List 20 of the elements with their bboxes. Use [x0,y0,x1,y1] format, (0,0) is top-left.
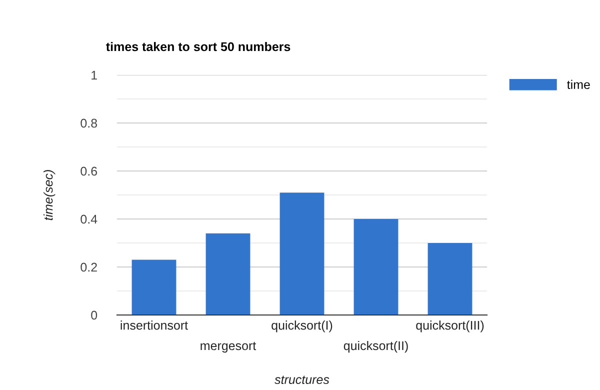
y-tick-label: 0.8 [80,118,98,128]
bar [132,260,176,315]
bar [280,192,324,315]
legend-label: time [567,80,590,90]
bar [206,233,250,315]
bar [354,219,398,315]
x-axis-title: structures [274,376,330,384]
y-axis-title: time(sec) [44,170,56,220]
x-tick-label: mergesort [200,342,256,353]
y-tick-label: 0.6 [80,166,98,176]
y-tick-label: 0.2 [80,262,97,272]
y-tick-label: 0.4 [80,214,98,224]
x-tick-label: quicksort(III) [416,320,484,332]
bar [428,243,472,315]
chart-title: times taken to sort 50 numbers [106,42,290,52]
x-tick-label: quicksort(I) [272,320,332,332]
y-tick-label: 1 [92,70,97,80]
x-tick-label: quicksort(II) [344,340,408,353]
x-tick-label: insertionsort [120,320,188,330]
y-tick-label: 0 [91,310,98,320]
